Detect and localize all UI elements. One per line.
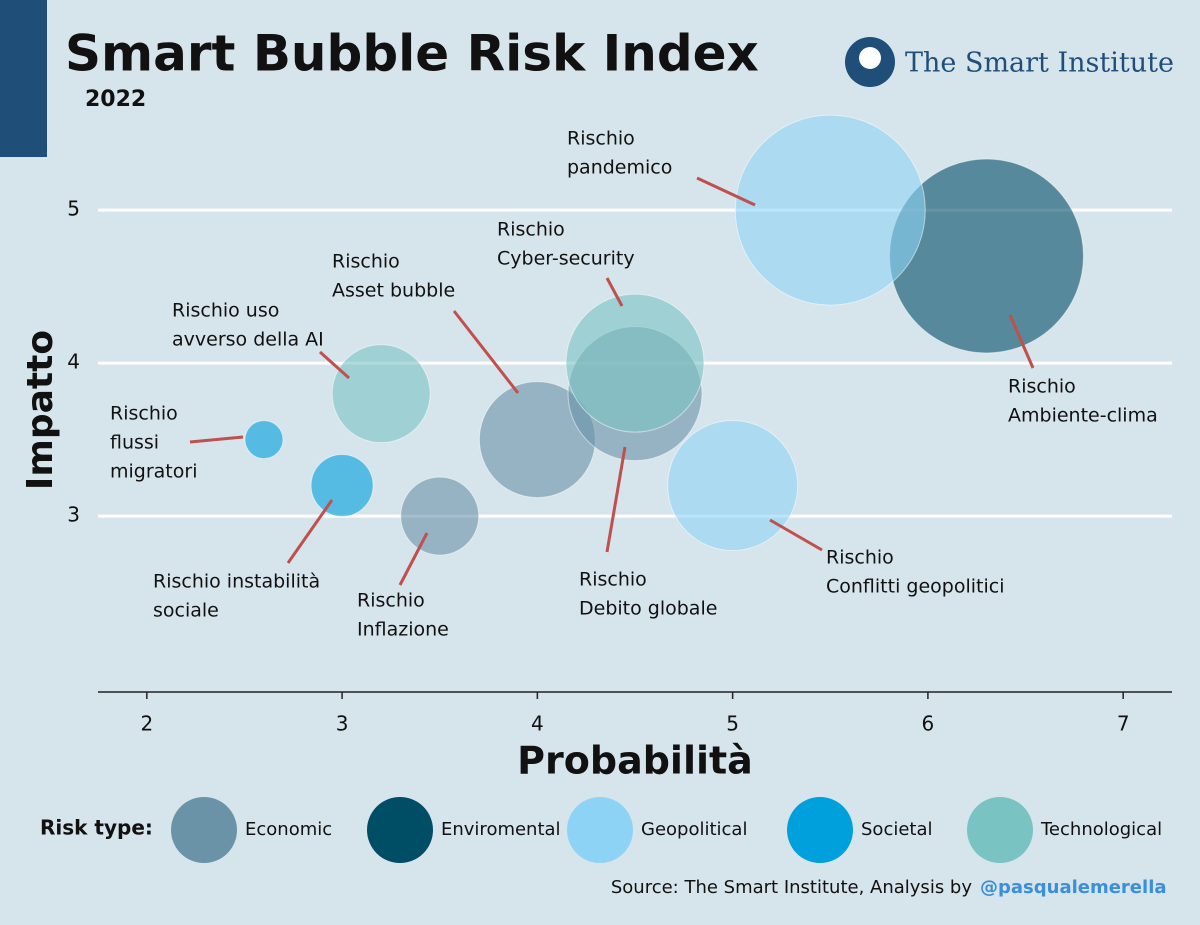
source: Source: The Smart Institute, Analysis by: [611, 877, 972, 898]
x-tick-label: 7: [1117, 712, 1130, 736]
bubble-label: Conflitti geopolitici: [826, 576, 1004, 598]
legend-label: Economic: [245, 819, 332, 840]
legend-label: Technological: [1040, 819, 1162, 840]
legend-label: Societal: [861, 819, 933, 840]
leader-line: [318, 350, 351, 380]
x-tick-label: 4: [531, 712, 544, 736]
leader-line: [605, 277, 624, 307]
leader-line: [769, 518, 823, 552]
legend-label: Enviromental: [441, 819, 561, 840]
bubble-label: Asset bubble: [332, 280, 455, 302]
bubble-label: Debito globale: [579, 598, 717, 620]
bubble-label: Rischio instabilità: [153, 571, 320, 593]
y-axis-label: Impatto: [20, 330, 61, 490]
legend-swatch: [567, 797, 633, 863]
bubble-label: Rischio: [497, 219, 565, 241]
bubble-label: Rischio: [567, 128, 635, 150]
legend-swatch: [171, 797, 237, 863]
bubble: [565, 293, 705, 433]
source-handle: @pasqualemerella: [980, 877, 1167, 898]
bubble-label: Ambiente-clima: [1008, 405, 1158, 427]
y-tick-label: 5: [67, 197, 80, 221]
bubble-label: Rischio: [357, 590, 425, 612]
accent-bar: [0, 0, 47, 157]
bubble-label: Rischio: [332, 251, 400, 273]
bubble-label: migratori: [110, 461, 197, 483]
legend-swatch: [967, 797, 1033, 863]
leader-line: [452, 310, 520, 394]
legend-swatch: [787, 797, 853, 863]
leader-line: [1008, 314, 1035, 369]
legend-swatch: [367, 797, 433, 863]
x-tick-label: 2: [140, 712, 153, 736]
legend-label: Geopolitical: [641, 819, 747, 840]
bubble-label: pandemico: [567, 157, 672, 179]
y-tick-label: 4: [67, 350, 80, 374]
leader-line: [189, 435, 244, 444]
bubble: [400, 476, 480, 556]
bubble: [331, 344, 431, 444]
bubble-label: avverso della AI: [172, 329, 324, 351]
bubble-label: Rischio: [579, 569, 647, 591]
bubble: [667, 419, 799, 551]
bubble-label: Rischio uso: [172, 300, 279, 322]
bubble-label: Rischio: [110, 403, 178, 425]
leader-line: [696, 176, 756, 207]
leader-line: [605, 446, 627, 553]
chart-title: Smart Bubble Risk Index: [65, 25, 759, 83]
legend-title: Risk type:: [40, 816, 153, 840]
leader-line: [398, 532, 429, 586]
chart-subtitle: 2022: [85, 87, 146, 112]
bubble: [734, 114, 926, 306]
bubble-label: Rischio: [1008, 376, 1076, 398]
bubble-label: sociale: [153, 600, 219, 622]
y-tick-label: 3: [67, 503, 80, 527]
x-tick-label: 3: [336, 712, 349, 736]
brand: The Smart Institute: [905, 48, 1174, 79]
x-axis-label: Probabilità: [517, 739, 753, 783]
bubble-label: Rischio: [826, 547, 894, 569]
bubble-label: flussi: [110, 432, 159, 454]
bubble-label: Cyber-security: [497, 248, 635, 270]
bubble-label: Inflazione: [357, 619, 449, 641]
bubble: [310, 453, 374, 517]
leader-line: [286, 499, 334, 564]
logo-bulb: [859, 47, 881, 69]
x-tick-label: 6: [922, 712, 935, 736]
bubble: [244, 420, 284, 460]
x-tick-label: 5: [726, 712, 739, 736]
